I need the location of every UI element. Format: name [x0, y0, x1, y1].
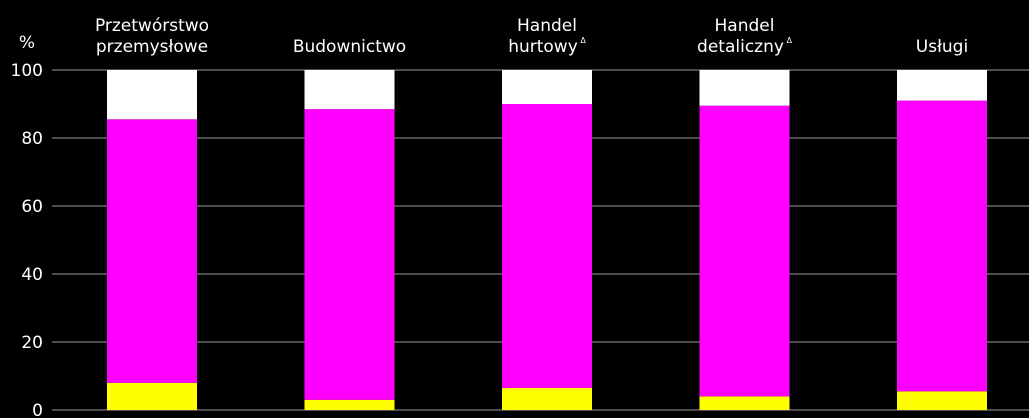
bar-segment-2-1	[502, 104, 592, 388]
y-tick-label-40: 40	[21, 265, 43, 285]
bar-segment-3-2	[699, 70, 790, 106]
category-footnote-mark: Δ	[578, 36, 587, 45]
category-label-line: Przetwórstwo	[95, 16, 209, 36]
category-label-line: Handel	[715, 16, 775, 36]
bar-segment-4-0	[897, 391, 987, 410]
category-label-line: przemysłowe	[96, 37, 208, 57]
y-tick-label-0: 0	[32, 401, 43, 418]
y-tick-label-80: 80	[21, 129, 43, 149]
bar-segment-1-2	[304, 70, 395, 110]
category-label-2: Handel hurtowy Δ	[508, 16, 586, 57]
bar-segment-2-0	[502, 387, 592, 410]
bar-segment-4-2	[897, 70, 987, 101]
category-label-line: Budownictwo	[293, 37, 406, 57]
bar-segment-3-0	[699, 396, 790, 410]
y-axis-unit-label: %	[19, 33, 35, 53]
y-tick-label-20: 20	[21, 333, 43, 353]
category-footnote-mark: Δ	[784, 36, 793, 45]
category-label-line: hurtowy Δ	[508, 36, 586, 57]
category-label-0: Przetwórstwo przemysłowe	[95, 16, 209, 57]
category-labels: Przetwórstwo przemysłowe Budownictwo Handel…	[95, 16, 968, 57]
category-label-4: Usługi	[916, 37, 968, 57]
bar-segment-1-1	[304, 109, 395, 400]
category-label-line: detaliczny Δ	[697, 36, 792, 57]
category-label-line: Handel	[517, 16, 577, 36]
bar-segment-0-2	[107, 70, 197, 120]
bar-segment-3-1	[699, 105, 790, 397]
bar-segment-2-2	[502, 70, 592, 104]
bars	[107, 70, 987, 410]
category-label-1: Budownictwo	[293, 37, 406, 57]
bar-segment-4-1	[897, 100, 987, 392]
y-axis-ticks: 0 20 40 60 80 100	[11, 61, 43, 418]
category-label-line: Usługi	[916, 37, 968, 57]
bar-segment-0-0	[107, 382, 197, 410]
bar-segment-0-1	[107, 119, 197, 383]
bar-segment-1-0	[304, 399, 395, 410]
y-tick-label-60: 60	[21, 197, 43, 217]
y-tick-label-100: 100	[11, 61, 43, 81]
category-label-3: Handel detaliczny Δ	[697, 16, 792, 57]
